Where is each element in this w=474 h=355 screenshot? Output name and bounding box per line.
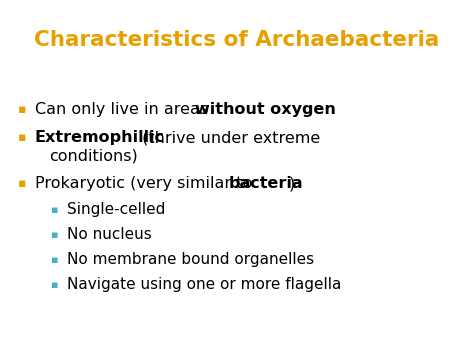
Text: bacteria: bacteria: [229, 176, 304, 191]
Text: ▪: ▪: [51, 280, 59, 290]
Text: ▪: ▪: [18, 131, 26, 144]
Text: conditions): conditions): [49, 148, 138, 163]
Text: Single-celled: Single-celled: [67, 202, 165, 217]
Text: ▪: ▪: [18, 178, 26, 190]
Text: Prokaryotic (very similar to: Prokaryotic (very similar to: [35, 176, 257, 191]
Text: ): ): [289, 176, 295, 191]
Text: Characteristics of Archaebacteria: Characteristics of Archaebacteria: [34, 30, 440, 50]
Text: Extremophillic: Extremophillic: [35, 130, 165, 146]
Text: No membrane bound organelles: No membrane bound organelles: [67, 252, 314, 267]
Text: No nucleus: No nucleus: [67, 227, 152, 242]
Text: Navigate using one or more flagella: Navigate using one or more flagella: [67, 277, 341, 293]
Text: ▪: ▪: [51, 255, 59, 265]
Text: ▪: ▪: [51, 230, 59, 240]
Text: ▪: ▪: [18, 103, 26, 116]
Text: (thrive under extreme: (thrive under extreme: [137, 130, 320, 146]
Text: without oxygen: without oxygen: [195, 102, 336, 118]
Text: Can only live in areas: Can only live in areas: [35, 102, 213, 118]
Text: ▪: ▪: [51, 205, 59, 215]
